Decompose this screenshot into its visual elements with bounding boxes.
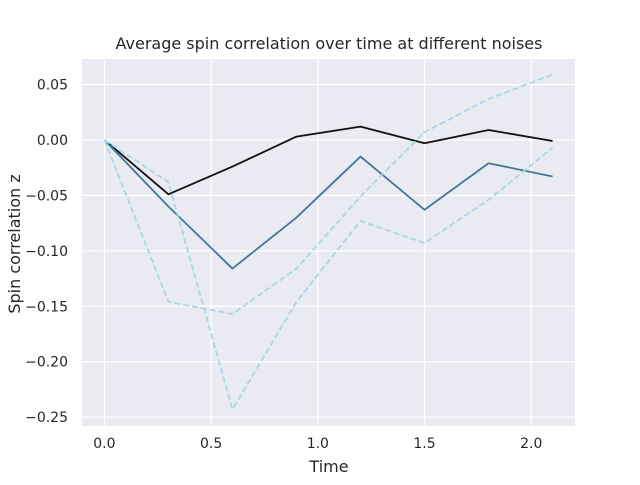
y-axis-label: Spin correlation z [5, 174, 24, 313]
series-line-3 [103, 73, 553, 315]
x-tick-label: 0.5 [200, 436, 222, 452]
x-axis-label: Time [308, 457, 348, 476]
y-tick-label: −0.20 [25, 355, 68, 371]
x-tick-label: 0.0 [93, 436, 115, 452]
x-tick-label: 1.5 [413, 436, 435, 452]
series-line-4 [103, 139, 554, 411]
y-tick-label: −0.10 [25, 244, 68, 260]
series-line-1 [103, 125, 553, 196]
y-tick-label: −0.25 [25, 410, 68, 426]
x-tick-label: 1.0 [307, 436, 329, 452]
y-tick-label: 0.05 [37, 78, 68, 94]
series-lines [103, 73, 554, 411]
y-tick-label: 0.00 [37, 133, 68, 149]
x-tick-label: 2.0 [520, 436, 542, 452]
y-tick-label: −0.15 [25, 299, 68, 315]
plot-area [82, 59, 575, 426]
grid-lines [82, 59, 575, 426]
chart-title: Average spin correlation over time at di… [116, 34, 543, 53]
y-tick-label: −0.05 [25, 188, 68, 204]
x-tick-labels: 0.0 0.5 1.0 1.5 2.0 [93, 436, 542, 452]
y-tick-labels: 0.05 0.00 −0.05 −0.10 −0.15 −0.20 −0.25 [25, 78, 68, 427]
